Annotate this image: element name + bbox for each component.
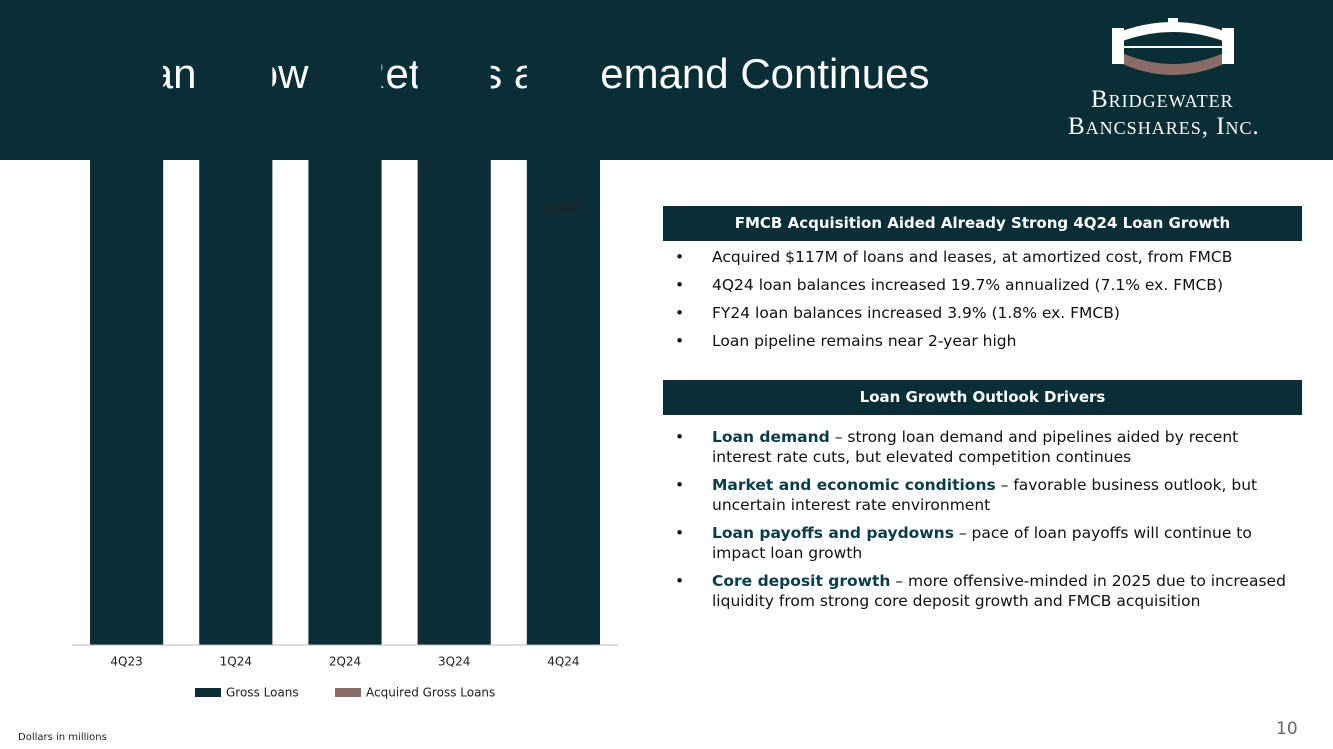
- chart: 4Q23$3,7241Q24$3,7842Q24$3,8003Q24$3,686…: [72, 0, 618, 700]
- bar-segment: [308, 0, 382, 645]
- bullet: Loan payoffs and paydowns – pace of loan…: [663, 523, 1302, 563]
- bullet-term: Loan demand: [712, 428, 830, 446]
- logo-line: Bridgewater: [1091, 86, 1234, 113]
- x-tick-label: 4Q24: [547, 655, 579, 669]
- bullet-term: Market and economic conditions: [712, 476, 996, 494]
- bullet-text: – more offensive-minded in 2025 due to i…: [712, 572, 1286, 610]
- bar-segment: [417, 0, 491, 645]
- legend-label: Acquired Gross Loans: [366, 686, 495, 700]
- bullet: Loan demand – strong loan demand and pip…: [663, 427, 1302, 467]
- x-tick-label: 1Q24: [220, 655, 252, 669]
- bullet: 4Q24 loan balances increased 19.7% annua…: [663, 275, 1302, 295]
- bullet-term: Loan payoffs and paydowns: [712, 524, 954, 542]
- logo-line: Bancshares, Inc.: [1068, 113, 1260, 140]
- bullet-list: Acquired $117M of loans and leases, at a…: [663, 247, 1302, 351]
- panel: Loan Growth Outlook Drivers Loan demand –…: [663, 380, 1302, 619]
- legend-label: Gross Loans: [226, 686, 299, 700]
- legend-swatch: [195, 688, 221, 697]
- total-label: $3,869: [542, 200, 584, 214]
- bullet-text: 4Q24 loan balances increased 19.7% annua…: [712, 276, 1223, 294]
- bullet-text: Loan pipeline remains near 2-year high: [712, 332, 1017, 350]
- bar-segment: [526, 0, 600, 645]
- page-number: 10: [1276, 719, 1298, 739]
- x-tick-label: 3Q24: [438, 655, 470, 669]
- bullet-term: Core deposit growth: [712, 572, 891, 590]
- bullet: Loan pipeline remains near 2-year high: [663, 331, 1302, 351]
- logo-mark: [1112, 18, 1234, 75]
- bullet-text: – favorable business outlook, but uncert…: [712, 476, 1258, 514]
- bullet-list: Loan demand – strong loan demand and pip…: [663, 427, 1302, 611]
- footnote: Dollars in millions: [18, 732, 107, 743]
- bar-segment: [90, 0, 164, 645]
- bullet: FY24 loan balances increased 3.9% (1.8% …: [663, 303, 1302, 323]
- bullet-text: – strong loan demand and pipelines aided…: [712, 428, 1239, 466]
- bar-segment: [199, 0, 273, 645]
- x-tick-label: 2Q24: [329, 655, 361, 669]
- legend-swatch: [335, 688, 361, 697]
- bullet: Acquired $117M of loans and leases, at a…: [663, 247, 1302, 267]
- bullet-text: Acquired $117M of loans and leases, at a…: [712, 248, 1233, 266]
- panel-heading: FMCB Acquisition Aided Already Strong 4Q…: [663, 206, 1302, 241]
- panel: FMCB Acquisition Aided Already Strong 4Q…: [663, 206, 1302, 359]
- bullet: Market and economic conditions – favorab…: [663, 475, 1302, 515]
- bullet-text: – pace of loan payoffs will continue to …: [712, 524, 1252, 562]
- bullet: Core deposit growth – more offensive-min…: [663, 571, 1302, 611]
- x-tick-label: 4Q23: [110, 655, 142, 669]
- bullet-text: FY24 loan balances increased 3.9% (1.8% …: [712, 304, 1120, 322]
- panel-heading: Loan Growth Outlook Drivers: [663, 380, 1302, 415]
